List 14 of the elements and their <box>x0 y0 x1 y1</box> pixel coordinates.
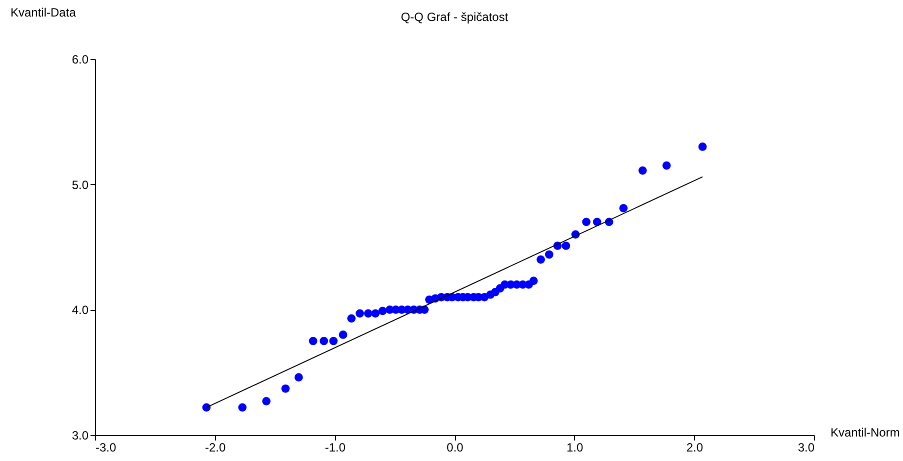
y-tick-label: 4.0 <box>72 303 89 318</box>
x-tick-label: 1.0 <box>566 440 584 454</box>
x-tick-label: 2.0 <box>686 440 704 454</box>
chart-title: Q-Q Graf - špičatost <box>400 10 509 24</box>
x-tick-label: 0.0 <box>446 440 464 454</box>
x-tick-label: -1.0 <box>324 440 346 454</box>
x-tick-label: -2.0 <box>204 440 226 454</box>
y-tick-label: 5.0 <box>72 178 89 192</box>
y-tick-label: 3.0 <box>72 428 89 442</box>
y-tick-label: 6.0 <box>72 52 89 66</box>
x-axis-title: Kvantil-Norm <box>830 426 900 440</box>
x-tick-label: 3.0 <box>798 440 815 454</box>
x-tick-label: -3.0 <box>96 440 117 454</box>
y-axis-title: Kvantil-Data <box>10 6 76 20</box>
